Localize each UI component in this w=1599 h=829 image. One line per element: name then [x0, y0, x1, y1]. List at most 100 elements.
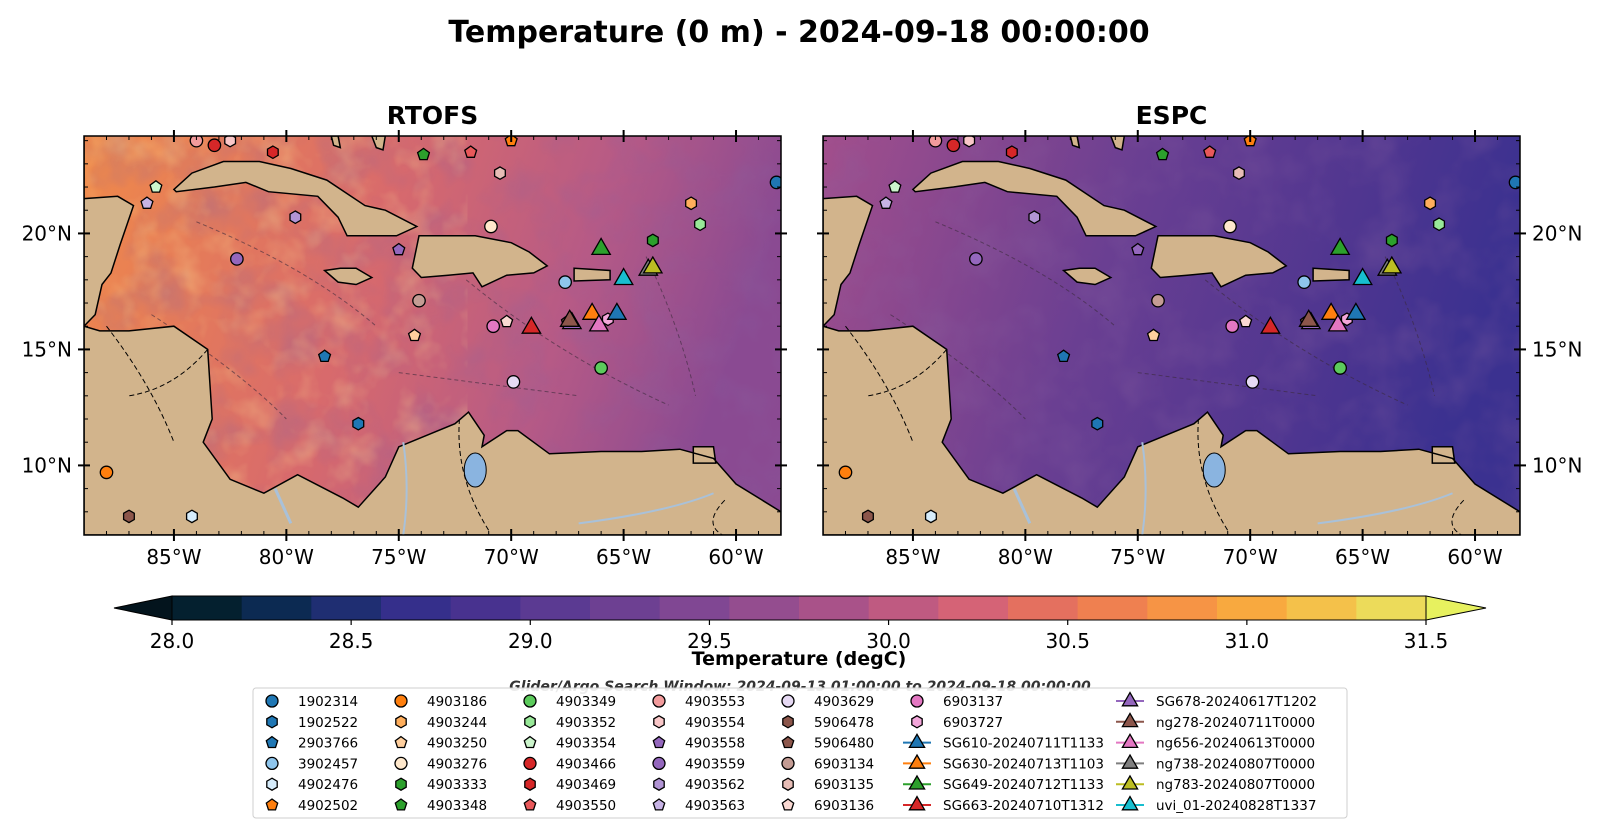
colorbar-under-extension [113, 595, 173, 621]
legend-item: 6903727 [911, 715, 1003, 731]
legend-item: 2903766 [265, 736, 358, 752]
lake-maracaibo [1202, 452, 1226, 488]
legend-argo-marker [523, 694, 537, 708]
glider-SG630-20240713T1103 [581, 302, 603, 320]
legend-label: 4903563 [685, 798, 745, 814]
legend: 1902314 1902522 2903766 3902457 4902476 49025… [252, 687, 1348, 819]
legend-glider-marker [1121, 691, 1139, 707]
legend-item: SG630-20240713T1103 [903, 753, 1104, 772]
legend-item: 4903562 [653, 777, 745, 793]
legend-item: 4903559 [652, 756, 745, 772]
legend-argo-marker [781, 735, 795, 749]
glider-ng656-20240613T0000 [1327, 313, 1349, 332]
legend-argo-marker [523, 735, 537, 749]
legend-item: 4903244 [395, 715, 487, 731]
legend-argo-marker [524, 715, 536, 729]
legend-item: 4903349 [523, 694, 616, 710]
lat-tick-label: 15°N [22, 337, 72, 361]
legend-glider-marker [908, 795, 926, 811]
legend-argo-marker [394, 756, 408, 771]
colorbar-over-extension [1425, 595, 1487, 621]
argo-float-4903250 [407, 328, 422, 342]
legend-label: 6903136 [814, 798, 874, 814]
argo-float-4903352 [1433, 217, 1446, 232]
lon-tick-label: 80°W [259, 545, 314, 569]
legend-label: 6903134 [814, 756, 874, 772]
argo-float-4902476 [924, 509, 937, 524]
argo-float-4902476 [185, 509, 198, 524]
legend-label: SG678-20240617T1202 [1156, 694, 1317, 710]
country-border [712, 499, 726, 535]
legend-label: 6903137 [943, 694, 1003, 710]
legend-label: ng783-20240807T0000 [1156, 777, 1315, 793]
country-border [845, 325, 914, 443]
legend-item: 4902502 [265, 798, 358, 814]
lon-tick-label: 85°W [146, 545, 201, 569]
colorbar-tick-label: 29.0 [508, 629, 553, 653]
legend-item: 6903135 [782, 777, 874, 793]
argo-float-4903562 [289, 210, 302, 225]
argo-float-2903766 [317, 349, 332, 363]
argo-float-4903553 [189, 136, 204, 148]
legend-item: 3902457 [265, 756, 358, 772]
colorbar-segment [1286, 596, 1357, 620]
legend-item: ng656-20240613T0000 [1116, 733, 1315, 752]
legend-item: 4903469 [524, 777, 616, 793]
colorbar-segment [729, 596, 800, 620]
argo-float-4903333 [646, 233, 659, 248]
legend-glider-marker [1121, 774, 1139, 790]
argo-float-4903333 [1385, 233, 1398, 248]
glider-ng783-20240807T0000 [1381, 255, 1403, 274]
legend-label: 4903348 [427, 798, 487, 814]
argo-float-4903559 [230, 252, 244, 266]
legend-label: 3902457 [298, 756, 358, 772]
colorbar-segment [1217, 596, 1288, 620]
colorbar-tick-label: 30.5 [1045, 629, 1090, 653]
legend-item: 4903250 [394, 736, 487, 752]
argo-float-4903563 [140, 196, 154, 209]
country-border [128, 349, 209, 397]
isobath-contour [1204, 279, 1408, 406]
legend-label: 4903349 [556, 694, 616, 710]
legend-label: 4903550 [556, 798, 616, 814]
argo-float-6903135 [493, 166, 506, 181]
chart-title: Temperature (0 m) - 2024-09-18 00:00:00 [448, 15, 1149, 50]
legend-label: SG610-20240711T1133 [943, 736, 1104, 752]
glider-SG649-20240712T1133 [1329, 237, 1351, 256]
lon-tick-label: 60°W [1447, 545, 1502, 569]
colorbar-segment [241, 596, 312, 620]
argo-float-4903466 [207, 138, 222, 153]
colorbar-tick-label: 29.5 [687, 629, 732, 653]
legend-label: 4903244 [427, 715, 487, 731]
legend-item: 4902476 [266, 777, 358, 793]
legend-argo-marker [782, 777, 794, 791]
colorbar-segment [311, 596, 382, 620]
legend-argo-marker [523, 756, 537, 771]
legend-label: 4903562 [685, 777, 745, 793]
legend-item: 4903352 [524, 715, 616, 731]
argo-float-4903354 [888, 179, 902, 193]
legend-label: 2903766 [298, 736, 358, 752]
river [402, 442, 408, 535]
legend-item: 4903629 [781, 694, 874, 710]
colorbar-segment [1147, 596, 1218, 620]
argo-float-4903349 [594, 361, 608, 375]
isobath-contour [398, 372, 579, 397]
argo-float-4903469 [1005, 145, 1018, 160]
lat-tick-label: 15°N [1532, 337, 1582, 361]
lake [273, 487, 293, 525]
legend-argo-marker [781, 694, 795, 708]
lon-tick-label: 60°W [708, 545, 763, 569]
legend-argo-marker [781, 756, 795, 771]
legend-item: 6903134 [781, 756, 874, 772]
glider-SG610-20240711T1133 [606, 302, 628, 320]
legend-item: 5906478 [782, 715, 874, 731]
isobath-contour [935, 221, 1116, 327]
argo-float-1902314 [769, 175, 781, 190]
legend-label: 4903276 [427, 756, 487, 772]
argo-float-3902457 [558, 275, 573, 289]
argo-float-4903629 [1245, 375, 1260, 389]
argo-float-4903550 [464, 145, 478, 158]
legend-label: 4903469 [556, 777, 616, 793]
colorbar-frame [171, 595, 1427, 621]
